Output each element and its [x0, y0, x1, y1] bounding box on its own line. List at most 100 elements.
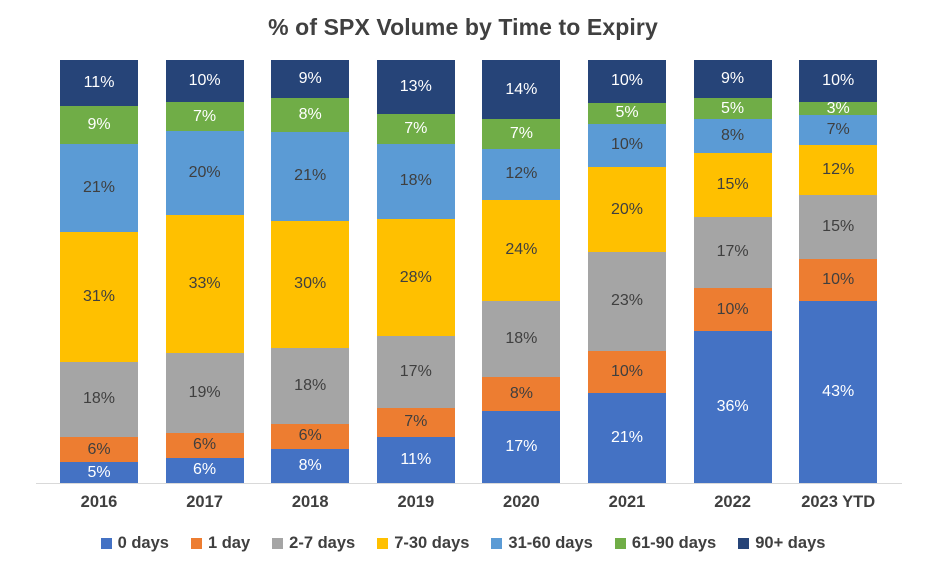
bar-segment-value-label: 9% — [298, 70, 322, 88]
bar-segment-value-label: 6% — [87, 440, 111, 458]
bar-column[interactable]: 8% 6% 18% 30% 21% 8% 9% — [271, 60, 350, 483]
bar-segment-value-label: 21% — [294, 167, 327, 185]
bar-segment[interactable]: 15% — [693, 153, 772, 217]
bar-segment[interactable]: 13% — [376, 60, 455, 115]
bar-segment[interactable]: 28% — [376, 219, 455, 337]
bar-segment[interactable]: 9% — [693, 60, 772, 99]
bar-column[interactable]: 11% 7% 17% 28% 18% 7% 13% — [376, 60, 455, 483]
bar-segment-value-label: 21% — [82, 178, 116, 196]
bar-segment[interactable]: 7% — [165, 101, 244, 132]
bar-segment[interactable]: 21% — [271, 131, 350, 221]
legend-item[interactable]: 31-60 days — [491, 533, 593, 553]
bar-segment[interactable]: 8% — [271, 449, 350, 483]
bar-segment-value-label: 10% — [610, 72, 644, 90]
bar-segment[interactable]: 30% — [271, 220, 350, 348]
bar-segment-value-label: 31% — [82, 287, 116, 305]
bar-segment[interactable]: 5% — [588, 102, 666, 125]
legend-color-swatch-icon — [614, 537, 626, 549]
bar-segment[interactable]: 33% — [165, 214, 244, 354]
bar-segment-value-label: 20% — [610, 200, 644, 218]
bar-segment[interactable]: 6% — [165, 457, 244, 483]
bar-segment[interactable]: 9% — [271, 60, 350, 99]
bar-segment-value-label: 28% — [399, 268, 432, 286]
legend-item[interactable]: 61-90 days — [614, 533, 717, 553]
legend-item[interactable]: 7-30 days — [377, 533, 469, 553]
bar-segment[interactable]: 7% — [376, 407, 455, 437]
bar-segment[interactable]: 7% — [482, 119, 561, 149]
bar-segment-value-label: 8% — [509, 385, 533, 403]
bar-segment[interactable]: 19% — [165, 353, 244, 433]
bar-segment[interactable]: 8% — [271, 98, 350, 132]
bar-segment-value-label: 18% — [82, 390, 116, 408]
bar-segment[interactable]: 8% — [693, 119, 772, 154]
x-axis-tick-label: 2019 — [397, 493, 435, 511]
legend-item[interactable]: 0 days — [100, 533, 169, 553]
bar-segment[interactable]: 10% — [799, 60, 878, 103]
bar-segment[interactable]: 10% — [693, 288, 772, 331]
bar-segment-value-label: 21% — [610, 429, 644, 447]
bar-segment[interactable]: 5% — [693, 98, 772, 120]
bar-segment[interactable]: 10% — [588, 124, 666, 167]
bar-segment[interactable]: 7% — [376, 114, 455, 144]
bar-segment[interactable]: 18% — [376, 143, 455, 220]
bar-column[interactable]: 17% 8% 18% 24% 12% 7% 14% — [482, 60, 561, 483]
bar-segment-value-label: 12% — [822, 161, 855, 179]
bar-segment[interactable]: 9% — [60, 106, 138, 144]
bar-segment[interactable]: 17% — [482, 411, 561, 483]
bar-segment[interactable]: 14% — [482, 60, 561, 120]
bar-segment[interactable]: 10% — [588, 60, 666, 103]
bar-segment[interactable]: 36% — [693, 330, 772, 483]
bar-segment[interactable]: 21% — [60, 143, 138, 232]
legend-color-swatch-icon — [100, 537, 112, 549]
bar-segment[interactable]: 6% — [165, 432, 244, 458]
bar-column[interactable]: 36% 10% 17% 15% 8% 5% 9% — [693, 60, 772, 483]
legend-item[interactable]: 1 day — [190, 533, 250, 553]
bar-segment[interactable]: 11% — [376, 436, 455, 483]
bar-segment-value-label: 10% — [610, 362, 644, 380]
bar-segment[interactable]: 20% — [165, 131, 244, 215]
bar-segment[interactable]: 17% — [376, 336, 455, 408]
bar-segment-value-label: 18% — [399, 172, 432, 190]
bar-segment[interactable]: 43% — [799, 301, 878, 483]
bar-segment[interactable]: 10% — [165, 60, 244, 102]
bar-column[interactable]: 21% 10% 23% 20% 10% 5% 10% — [588, 60, 666, 483]
bar-segment-value-label: 15% — [822, 218, 855, 236]
bar-segment[interactable]: 24% — [482, 199, 561, 302]
bar-segment[interactable]: 12% — [799, 144, 878, 196]
x-axis-tick-label: 2023 YTD — [801, 493, 876, 511]
bar-segment[interactable]: 10% — [799, 258, 878, 302]
legend-color-swatch-icon — [738, 537, 750, 549]
bar-segment[interactable]: 7% — [799, 115, 878, 145]
bar-segment[interactable]: 12% — [482, 148, 561, 200]
bar-segment[interactable]: 18% — [271, 347, 350, 424]
bar-segment[interactable]: 5% — [60, 462, 138, 483]
bar-segment[interactable]: 6% — [271, 423, 350, 450]
bar-segment[interactable]: 23% — [588, 252, 666, 351]
bar-segment[interactable]: 20% — [588, 166, 666, 253]
legend-item[interactable]: 2-7 days — [272, 533, 355, 553]
bar-segment-value-label: 17% — [716, 243, 749, 261]
legend-item-label: 7-30 days — [394, 534, 470, 552]
legend-item-label: 61-90 days — [631, 534, 717, 552]
bar-segment-value-label: 10% — [822, 72, 855, 90]
legend-item-label: 31-60 days — [508, 534, 593, 552]
bar-segment-value-label: 7% — [509, 125, 533, 143]
bar-segment[interactable]: 8% — [482, 377, 561, 412]
bar-segment[interactable]: 31% — [60, 231, 138, 362]
bar-segment[interactable]: 18% — [482, 301, 561, 378]
bar-segment-value-label: 24% — [505, 241, 538, 259]
legend-item[interactable]: 90+ days — [738, 533, 825, 553]
bar-segment[interactable]: 6% — [60, 436, 138, 463]
bar-segment[interactable]: 17% — [693, 216, 772, 289]
bar-segment[interactable]: 10% — [588, 350, 666, 394]
bar-column[interactable]: 43% 10% 15% 12% 7% 3% 10% — [799, 60, 878, 483]
bar-column[interactable]: 5% 6% 18% 31% 21% 9% 11% — [60, 60, 138, 483]
bar-segment-value-label: 11% — [400, 450, 432, 468]
bar-segment[interactable]: 21% — [588, 393, 666, 483]
bar-segment-value-label: 12% — [505, 165, 538, 183]
bar-segment[interactable]: 15% — [799, 195, 878, 259]
bar-column[interactable]: 6% 6% 19% 33% 20% 7% 10% — [165, 60, 244, 483]
bar-segment[interactable]: 11% — [60, 60, 138, 107]
bar-segment[interactable]: 3% — [799, 102, 878, 116]
bar-segment[interactable]: 18% — [60, 361, 138, 437]
